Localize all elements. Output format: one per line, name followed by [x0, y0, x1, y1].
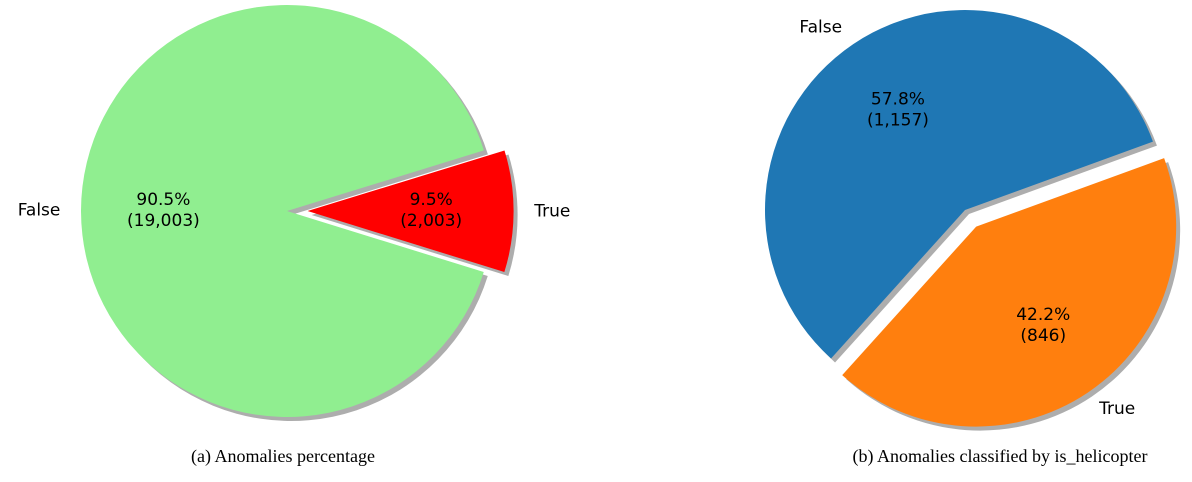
- value-label: (19,003): [127, 211, 200, 231]
- caption: (a) Anomalies percentage: [191, 446, 375, 467]
- value-label: (846): [1020, 326, 1066, 346]
- pie-slice: [764, 9, 1153, 359]
- category-label: True: [533, 201, 570, 221]
- percent-label: 57.8%: [871, 89, 925, 109]
- category-label: False: [18, 201, 61, 221]
- category-label: False: [799, 18, 842, 38]
- percent-label: 42.2%: [1016, 305, 1070, 325]
- pie-slice: [307, 150, 514, 273]
- value-label: (1,157): [867, 110, 929, 130]
- caption: (b) Anomalies classified by is_helicopte…: [853, 446, 1148, 467]
- percent-label: 90.5%: [136, 190, 190, 210]
- percent-label: 9.5%: [410, 190, 453, 210]
- category-label: True: [1098, 399, 1135, 419]
- value-label: (2,003): [400, 211, 462, 231]
- pie-slice: [81, 5, 484, 418]
- pie-slice: [842, 158, 1177, 427]
